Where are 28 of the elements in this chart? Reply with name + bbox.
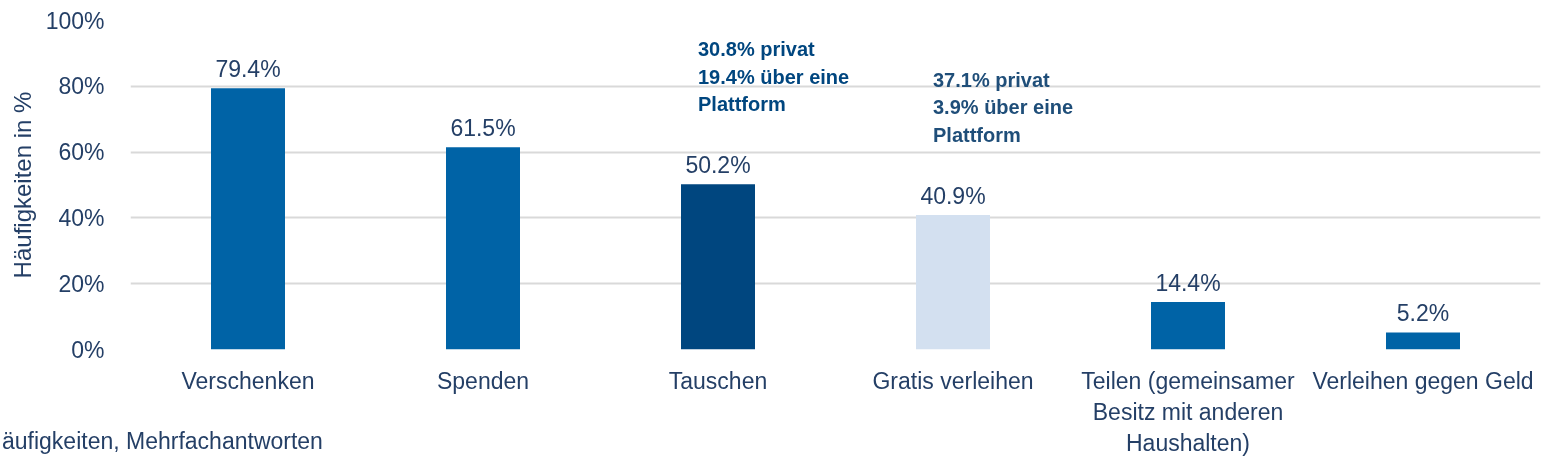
annotation: 37.1% privat 3.9% über eine Plattform (933, 68, 1074, 146)
bar (916, 214, 990, 350)
y-tick-label: 40% (58, 204, 105, 231)
x-tick-label: Teilen (gemeinsamer Besitz mit anderen Haushalten) (1081, 367, 1296, 456)
x-tick-label: Tauschen (668, 367, 768, 394)
data-label: 79.4% (215, 56, 281, 83)
bar (1386, 332, 1460, 350)
annotation: 30.8% privat 19.4% über eine Plattform (698, 38, 850, 116)
y-tick-label: 60% (58, 139, 105, 166)
y-tick-label: 20% (58, 270, 105, 297)
y-tick-label: 100% (45, 7, 105, 34)
bar (1151, 302, 1225, 350)
bar (681, 184, 755, 350)
y-tick-label: 80% (58, 73, 105, 100)
x-tick-label: Verschenken (181, 367, 315, 394)
bar (211, 88, 285, 350)
text: äufigkeiten, Mehrfachantworten (2, 428, 323, 454)
data-label: 61.5% (450, 115, 516, 142)
y-tick-label: 0% (71, 336, 105, 363)
x-tick-label: Gratis verleihen (872, 367, 1034, 394)
x-tick-label: Verleihen gegen Geld (1312, 367, 1534, 394)
data-label: 14.4% (1155, 270, 1221, 297)
data-label: 40.9% (920, 182, 986, 209)
data-label: 5.2% (1396, 300, 1450, 327)
data-label: 50.2% (685, 152, 751, 179)
bar (446, 147, 520, 350)
x-tick-label: Spenden (436, 367, 530, 394)
y-axis-title: Häufigkeiten in % (8, 91, 36, 279)
